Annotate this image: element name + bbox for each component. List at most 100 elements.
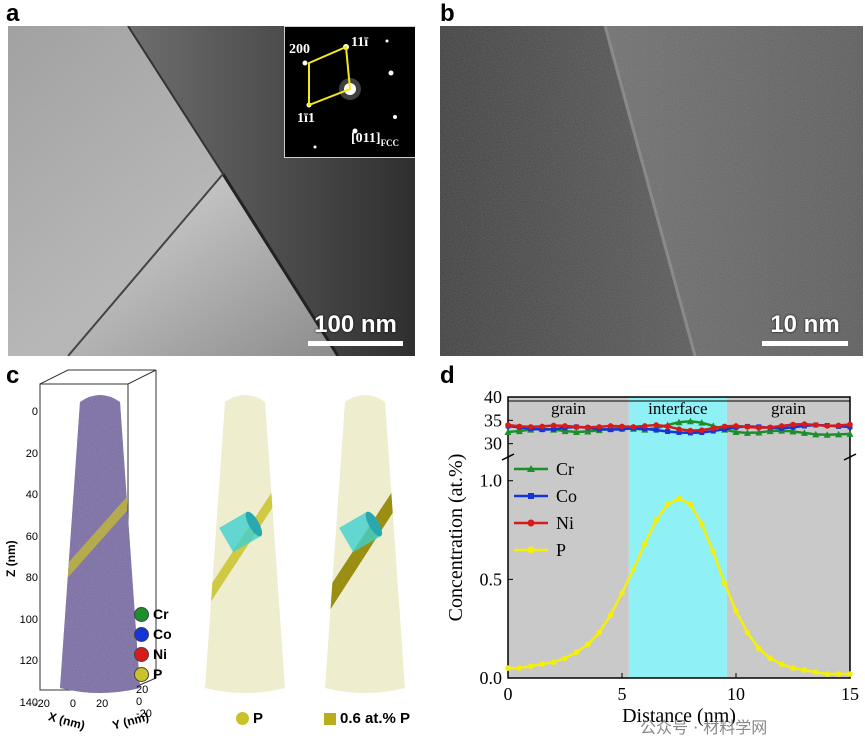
- data-point-cr: [515, 427, 523, 435]
- data-point-ni: [664, 423, 671, 430]
- data-point-cr: [698, 419, 706, 426]
- legend-marker: [527, 465, 535, 472]
- data-point-p: [630, 566, 637, 573]
- region-grain: [508, 397, 629, 678]
- data-point-p: [847, 671, 853, 677]
- data-point-p: [596, 629, 602, 636]
- region-label: grain: [771, 399, 806, 418]
- y-tick-label: 30: [484, 434, 502, 454]
- data-point-cr: [686, 417, 694, 425]
- y-tick-label: 0.0: [480, 668, 503, 688]
- region-grain: [726, 397, 850, 678]
- x-tick-label: 5: [618, 684, 627, 704]
- data-point-p: [550, 659, 557, 666]
- data-point-cr: [812, 430, 820, 438]
- data-point-cr: [584, 428, 592, 435]
- data-point-p: [710, 548, 716, 555]
- data-point-p: [539, 661, 545, 667]
- inset-zone-axis: [011]FCC: [351, 131, 400, 148]
- data-point-ni: [585, 424, 591, 431]
- data-point-ni: [630, 424, 637, 430]
- inset-label-200: 200: [289, 42, 310, 57]
- data-point-ni: [505, 422, 511, 428]
- data-point-ni: [756, 425, 762, 431]
- plot-frame: [507, 396, 851, 679]
- data-point-ni: [619, 423, 625, 430]
- legend-co: Co: [134, 626, 172, 642]
- data-point-co: [653, 427, 659, 433]
- legend-label-co: Co: [556, 486, 577, 506]
- data-point-p: [767, 655, 773, 662]
- data-point-ni: [676, 426, 682, 432]
- diffraction-inset: 200 11ī 1ī1 [011]FCC: [284, 26, 415, 158]
- legend-cr: Cr: [134, 606, 169, 622]
- data-point-cr: [823, 431, 831, 438]
- panel-a-label: a: [6, 0, 20, 27]
- data-point-co: [608, 427, 614, 433]
- data-point-p: [585, 641, 591, 648]
- data-point-cr: [675, 418, 683, 426]
- data-point-p: [607, 612, 614, 618]
- scale-bar-b-label: 10 nm: [770, 311, 840, 338]
- z-axis-label: Z (nm): [4, 540, 18, 577]
- data-point-cr: [743, 429, 751, 436]
- data-point-cr: [846, 430, 854, 437]
- data-point-cr: [732, 428, 740, 435]
- data-point-ni: [801, 421, 808, 427]
- data-point-p: [778, 661, 785, 667]
- z-tick: 80: [25, 572, 38, 584]
- y-tick-label: 40: [484, 387, 502, 407]
- data-point-co: [665, 429, 671, 435]
- legend-label-ni: Ni: [556, 513, 574, 533]
- data-point-p: [619, 590, 625, 596]
- axis-break: [843, 453, 857, 461]
- legend-marker: [528, 493, 534, 499]
- data-point-ni: [744, 424, 751, 430]
- data-point-ni: [607, 423, 614, 429]
- data-point-p: [756, 645, 762, 652]
- data-point-ni: [767, 424, 773, 431]
- data-point-ni: [550, 422, 557, 429]
- data-point-p: [733, 608, 739, 614]
- data-point-ni: [516, 423, 523, 430]
- data-point-ni: [573, 424, 580, 430]
- apt-panel: Z (nm) 0 20 40 60 80 100 120 140 -20 0 2…: [0, 362, 440, 739]
- label-p-atoms: P: [236, 710, 263, 727]
- data-point-p: [801, 667, 808, 673]
- inset-label-111: 11ī: [351, 35, 369, 50]
- tem-image-b: 10 nm: [440, 26, 863, 356]
- x-tick-label: 15: [841, 684, 859, 704]
- data-point-ni: [539, 423, 545, 430]
- data-point-p: [505, 665, 511, 671]
- x-tick-label: 0: [504, 684, 513, 704]
- legend-p: P: [134, 666, 162, 682]
- x-axis-ticks: -20 0 20: [34, 698, 108, 710]
- data-point-cr: [504, 428, 512, 435]
- data-point-p: [562, 655, 568, 662]
- data-point-co: [722, 426, 728, 432]
- data-point-co: [619, 426, 625, 432]
- region-label: interface: [648, 399, 707, 418]
- region-interface: [628, 397, 727, 678]
- data-point-ni: [699, 427, 705, 433]
- x-axis-label: Distance (nm): [622, 705, 736, 727]
- legend-label-cr: Cr: [556, 459, 574, 479]
- concentration-chart: grain interface grain 30 35 40 0.0 0.5 1.0 0 5 10 15…: [445, 387, 859, 727]
- data-point-p: [790, 665, 796, 671]
- data-point-co: [539, 427, 545, 433]
- z-tick: 120: [19, 655, 38, 667]
- x-tick: -20: [34, 698, 50, 710]
- y-tick-label: 35: [484, 410, 502, 430]
- y-tick-label: 1.0: [480, 471, 503, 491]
- y-axis-label: Concentration (at.%): [445, 454, 467, 622]
- data-point-p: [573, 649, 580, 656]
- data-point-ni: [824, 423, 830, 429]
- z-tick: 20: [25, 447, 38, 460]
- data-point-p: [721, 580, 728, 587]
- z-tick: 140: [19, 696, 38, 709]
- data-point-co: [642, 426, 648, 432]
- y-axis-ticks: 20 0 -20: [136, 684, 152, 720]
- data-point-ni: [642, 423, 648, 429]
- legend-marker: [527, 519, 535, 527]
- legend-ni: Ni: [134, 646, 167, 662]
